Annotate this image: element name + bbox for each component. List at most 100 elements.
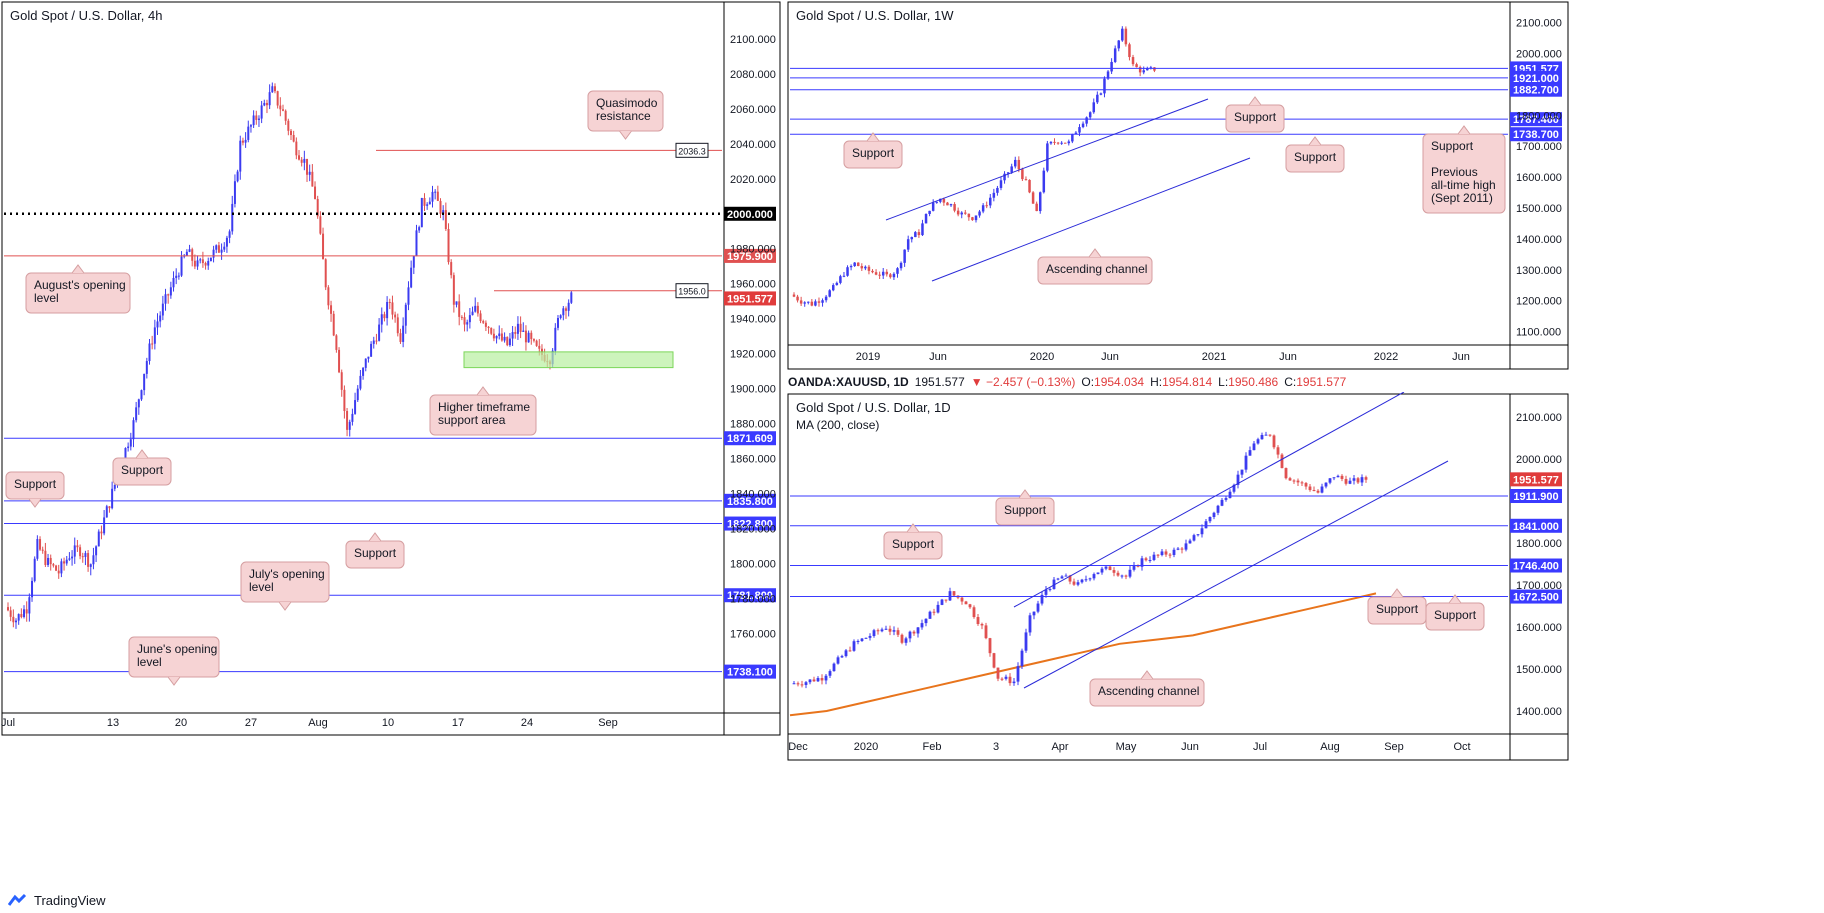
annotation-text: Higher timeframe support area xyxy=(438,400,530,427)
candle-body xyxy=(917,232,921,236)
candle-body xyxy=(1040,594,1044,604)
candle-body xyxy=(193,260,196,267)
annotation-callout[interactable]: Support xyxy=(883,523,943,560)
candle-body xyxy=(842,275,846,277)
symbol-name: OANDA:XAUUSD, 1D xyxy=(788,375,909,389)
candle-body xyxy=(340,372,343,390)
y-tick-label: 1500.000 xyxy=(1516,203,1562,215)
candle-body xyxy=(1252,443,1256,451)
annotation-callout[interactable]: Support Previous all-time high (Sept 2011) xyxy=(1422,125,1506,214)
candle-body xyxy=(903,249,906,263)
level-label: 2000.000 xyxy=(727,209,773,221)
candle-body xyxy=(396,317,399,334)
candle-body xyxy=(1112,570,1116,573)
candle-body xyxy=(996,667,1000,679)
candle-body xyxy=(803,302,806,304)
annotation-callout[interactable]: Support xyxy=(1285,136,1345,173)
candle-body xyxy=(404,304,407,326)
candle-body xyxy=(452,275,455,305)
candle-body xyxy=(263,102,266,106)
candle-body xyxy=(316,198,319,217)
candle-body xyxy=(852,641,856,651)
candle-body xyxy=(1272,435,1276,448)
candle-body xyxy=(559,315,562,318)
candle-body xyxy=(1024,632,1028,651)
candle-body xyxy=(410,267,413,288)
candle-body xyxy=(530,332,533,340)
candle-body xyxy=(447,229,450,263)
level-label-box xyxy=(1510,112,1562,127)
x-tick-label: 2022 xyxy=(1374,351,1398,363)
candle-body xyxy=(1240,469,1244,475)
annotation-callout[interactable]: Support xyxy=(112,449,172,486)
candle-body xyxy=(215,245,218,250)
candle-body xyxy=(967,213,971,218)
candle-body xyxy=(65,559,68,564)
annotation-callout[interactable]: July's opening level xyxy=(240,561,330,611)
annotation-callout[interactable]: June's opening level xyxy=(128,636,220,686)
candle-body xyxy=(367,356,370,359)
candle-body xyxy=(431,191,434,202)
annotation-callout[interactable]: Support xyxy=(1225,96,1285,133)
candle-body xyxy=(519,323,522,332)
candle-body xyxy=(268,92,271,106)
annotation-callout[interactable]: Support xyxy=(995,489,1055,526)
candle-body xyxy=(1099,93,1103,95)
candle-body xyxy=(989,197,992,206)
candle-body xyxy=(532,339,535,341)
candle-body xyxy=(468,315,471,323)
candle-body xyxy=(1031,192,1035,204)
chart-4h[interactable]: Gold Spot / U.S. Dollar, 4h 2036.3 2000.0… xyxy=(0,0,782,738)
ascending-channel-line[interactable] xyxy=(1023,460,1449,689)
candle-body xyxy=(1012,681,1016,684)
candle-body xyxy=(1056,578,1060,580)
annotation-callout[interactable]: Support xyxy=(843,132,903,169)
annotation-callout[interactable]: Support xyxy=(1425,594,1485,631)
annotation-callout[interactable]: Quasimodo resistance xyxy=(587,90,664,140)
candle-body xyxy=(290,130,292,136)
annotation-text: Quasimodo resistance xyxy=(596,96,658,123)
annotation-callout[interactable]: Support xyxy=(345,532,405,569)
candle-body xyxy=(1080,579,1084,583)
candle-body xyxy=(1200,528,1204,535)
candle-body xyxy=(1092,574,1096,579)
x-tick-label: 2020 xyxy=(1030,351,1054,363)
chart-1w[interactable]: Gold Spot / U.S. Dollar, 1W 1951.5771921… xyxy=(786,0,1824,370)
candle-body xyxy=(167,294,170,296)
candle-body xyxy=(840,656,844,658)
x-tick-label: 17 xyxy=(452,717,464,729)
candle-body xyxy=(864,637,868,639)
ascending-channel-line[interactable] xyxy=(1013,392,1405,608)
candle-body xyxy=(1128,569,1132,577)
candle-body xyxy=(1216,505,1220,513)
annotation-callout[interactable]: Support xyxy=(1367,588,1427,625)
candle-body xyxy=(824,296,828,301)
annotation-callout[interactable]: Ascending channel xyxy=(1089,670,1205,707)
candle-body xyxy=(876,630,880,632)
annotation-callout[interactable]: Support xyxy=(5,471,65,508)
candle-body xyxy=(992,192,996,198)
candle-body xyxy=(1042,170,1046,193)
candle-body xyxy=(228,231,231,238)
last-price: 1951.577 xyxy=(914,375,965,389)
candle-body xyxy=(821,300,824,303)
level-label: 1841.000 xyxy=(1513,521,1559,533)
chart-1d[interactable]: Gold Spot / U.S. Dollar, 1D MA (200, clo… xyxy=(786,392,1824,764)
candle-body xyxy=(71,556,74,559)
candle-body xyxy=(458,301,461,317)
support-zone[interactable] xyxy=(463,351,674,369)
annotation-callout[interactable]: Ascending channel xyxy=(1037,248,1153,285)
candle-body xyxy=(84,553,87,557)
y-tick-label: 1780.000 xyxy=(730,593,776,605)
ascending-channel-line[interactable] xyxy=(931,157,1251,282)
candle-body xyxy=(324,259,327,288)
candle-body xyxy=(356,388,359,401)
candle-body xyxy=(484,322,487,327)
annotation-callout[interactable]: Higher timeframe support area xyxy=(429,386,537,436)
candle-body xyxy=(562,308,565,316)
tradingview-logo-icon xyxy=(8,893,27,906)
candle-body xyxy=(257,118,260,120)
annotation-callout[interactable]: August's opening level xyxy=(25,264,131,314)
annotation-text: Support xyxy=(1434,608,1477,622)
ascending-channel-line[interactable] xyxy=(885,98,1209,221)
